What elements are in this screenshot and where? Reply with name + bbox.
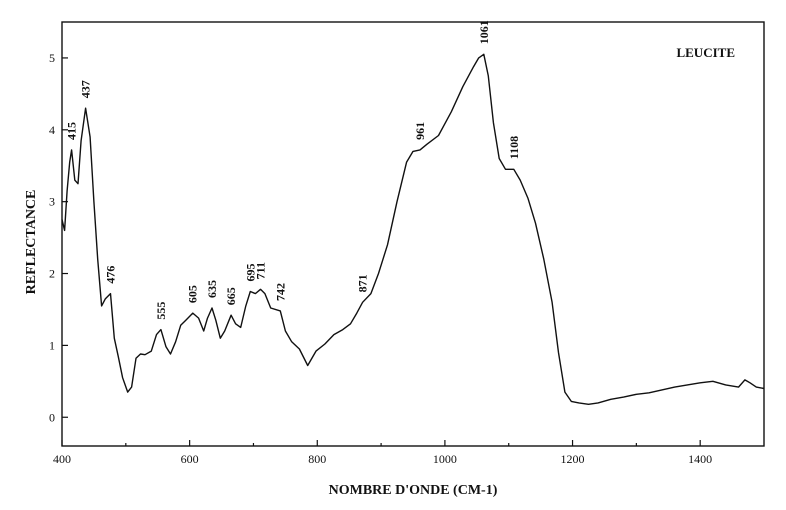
plot-frame [61,21,765,447]
peak-label: 635 [205,280,219,298]
peak-label: 437 [79,80,93,98]
peak-label: 695 [243,264,257,282]
x-tick-label: 1000 [433,452,457,466]
y-tick-label: 5 [49,51,55,65]
reflectance-line [61,53,765,405]
peak-label: 961 [413,122,427,140]
y-tick-label: 3 [49,195,55,209]
peak-label: 555 [154,302,168,320]
peak-label: 871 [356,274,370,292]
x-tick-label: 1200 [561,452,585,466]
peak-label: 711 [254,262,268,279]
y-tick-label: 4 [49,123,55,137]
peak-label: 1061 [477,20,491,44]
peak-label: 742 [273,283,287,301]
y-axis: 0 1 2 3 4 5 [49,51,68,424]
chart-title: LEUCITE [676,45,735,60]
y-tick-label: 1 [49,338,55,352]
x-tick-label: 400 [53,452,71,466]
peak-label: 665 [224,287,238,305]
x-tick-label: 800 [308,452,326,466]
y-tick-label: 0 [49,410,55,424]
peak-label: 415 [65,122,79,140]
peak-label: 1108 [507,136,521,159]
peak-label: 476 [104,266,118,284]
y-axis-label: REFLECTANCE [24,190,39,295]
x-tick-label: 600 [181,452,199,466]
x-axis: 400 600 800 1000 1200 1400 [53,440,712,466]
y-tick-label: 2 [49,267,55,281]
x-axis-label: NOMBRE D'ONDE (CM-1) [329,483,498,498]
x-tick-label: 1400 [688,452,712,466]
peak-label: 605 [186,285,200,303]
